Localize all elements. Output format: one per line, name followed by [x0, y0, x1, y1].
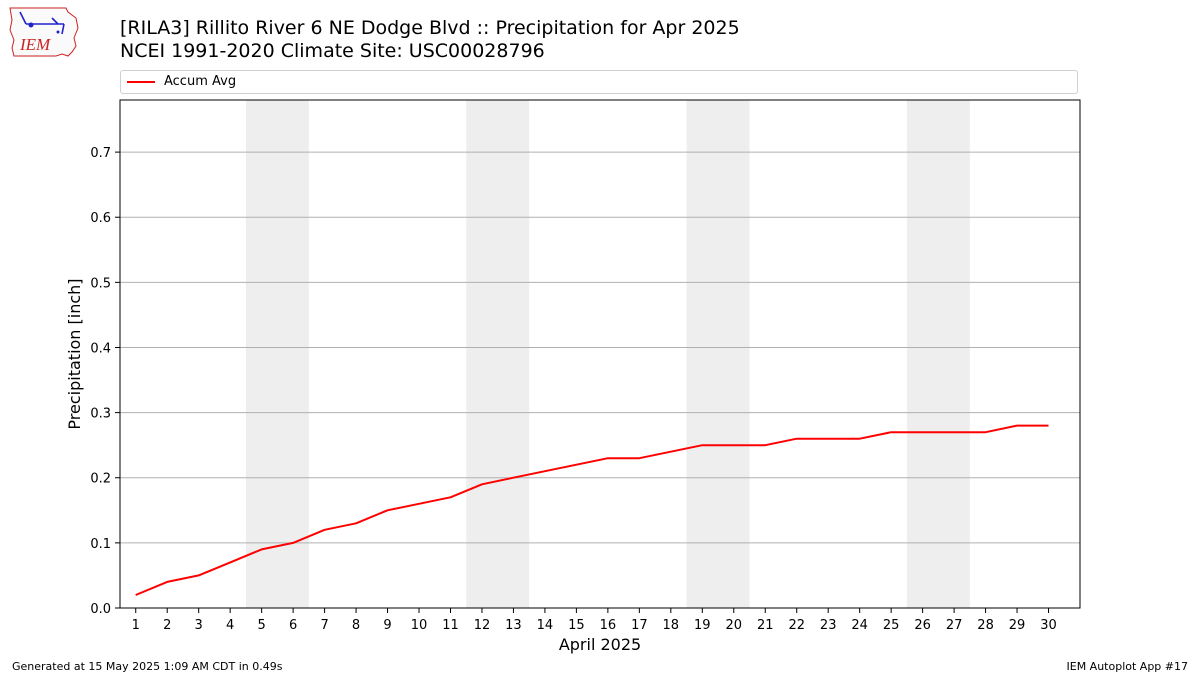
x-tick-label: 7 [320, 618, 328, 633]
legend: Accum Avg [120, 70, 1078, 94]
x-tick-label: 5 [257, 618, 265, 633]
x-tick-label: 18 [663, 618, 680, 633]
x-tick-label: 4 [226, 618, 234, 633]
y-tick-label: 0.3 [90, 407, 111, 422]
x-tick-label: 30 [1040, 618, 1057, 633]
state-outline-icon [9, 7, 79, 57]
x-tick-label: 22 [788, 618, 805, 633]
legend-label: Accum Avg [164, 74, 237, 89]
x-tick-label: 15 [568, 618, 585, 633]
x-axis-label: April 2025 [559, 635, 641, 654]
x-tick-label: 9 [383, 618, 391, 633]
x-tick-label: 8 [352, 618, 360, 633]
weekend-band [906, 100, 970, 608]
plot-area [119, 99, 1081, 609]
x-tick-label: 3 [195, 618, 203, 633]
weekend-band [686, 100, 750, 608]
y-axis-label: Precipitation [inch] [65, 278, 84, 429]
x-tick-label: 12 [474, 618, 491, 633]
x-tick-label: 1 [132, 618, 140, 633]
x-tick-label: 13 [505, 618, 522, 633]
river-line-icon [19, 11, 65, 35]
y-tick-label: 0.1 [90, 537, 111, 552]
x-tick-label: 17 [631, 618, 648, 633]
x-tick-label: 11 [442, 618, 459, 633]
x-tick-label: 21 [757, 618, 774, 633]
x-tick-label: 24 [851, 618, 868, 633]
x-tick-label: 26 [914, 618, 931, 633]
x-tick-label: 25 [883, 618, 900, 633]
chart-subtitle: NCEI 1991-2020 Climate Site: USC00028796 [120, 40, 545, 62]
iem-logo: IEM [9, 7, 79, 57]
x-tick-label: 19 [694, 618, 711, 633]
x-tick-label: 20 [725, 618, 742, 633]
chart-title: [RILA3] Rillito River 6 NE Dodge Blvd ::… [120, 17, 740, 39]
weekend-band [466, 100, 530, 608]
x-tick-label: 29 [1009, 618, 1026, 633]
legend-swatch [127, 81, 155, 83]
series-line-accum-avg [135, 424, 1049, 596]
y-tick-label: 0.7 [90, 146, 111, 161]
x-tick-label: 28 [977, 618, 994, 633]
weekend-band [245, 100, 309, 608]
y-tick-label: 0.2 [90, 472, 111, 487]
logo-text: IEM [19, 35, 51, 54]
y-tick-label: 0.4 [90, 341, 111, 356]
x-tick-label: 27 [946, 618, 963, 633]
footer-app-id: IEM Autoplot App #17 [1066, 660, 1189, 673]
y-tick-label: 0.5 [90, 276, 111, 291]
x-tick-label: 2 [163, 618, 171, 633]
x-tick-label: 16 [600, 618, 617, 633]
x-tick-label: 10 [411, 618, 428, 633]
footer-generated: Generated at 15 May 2025 1:09 AM CDT in … [12, 660, 283, 673]
y-tick-label: 0.0 [90, 602, 111, 617]
x-tick-label: 14 [537, 618, 554, 633]
y-tick-label: 0.6 [90, 211, 111, 226]
x-tick-label: 6 [289, 618, 297, 633]
x-tick-label: 23 [820, 618, 837, 633]
